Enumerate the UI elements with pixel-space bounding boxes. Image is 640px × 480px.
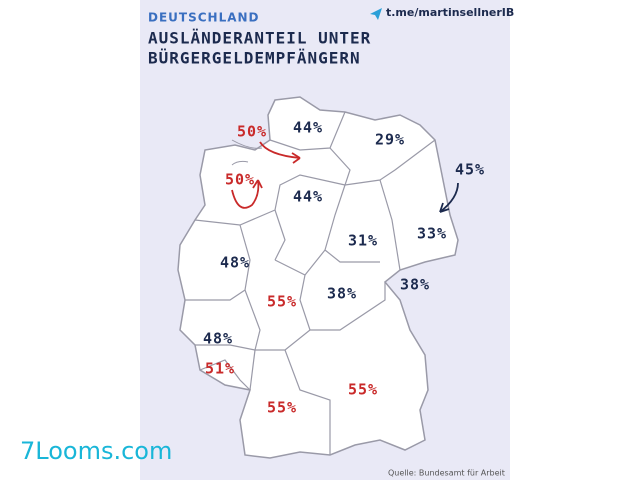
region-share: 29% bbox=[375, 131, 405, 149]
header: DEUTSCHLAND bbox=[148, 11, 260, 25]
region-share: 38% bbox=[400, 276, 430, 294]
region-share: 48% bbox=[220, 254, 250, 272]
region-labels: 50% 44% 29% 45% 50% 44% 31% 33% 48% 55% 38% 38% 48% 5… bbox=[203, 119, 485, 417]
region-share: 38% bbox=[327, 285, 357, 303]
title-line: AUSLÄNDERANTEIL UNTER bbox=[148, 29, 371, 48]
germany-map bbox=[177, 96, 459, 459]
telegram-icon bbox=[370, 8, 382, 20]
country-outline bbox=[177, 96, 459, 459]
source: Quelle: Bundesamt für Arbeit bbox=[388, 469, 505, 478]
region-share: 44% bbox=[293, 119, 323, 137]
coastline-detail bbox=[231, 139, 263, 166]
region-share: 51% bbox=[205, 360, 235, 378]
arrowhead bbox=[439, 202, 450, 213]
arrowhead bbox=[291, 152, 301, 164]
region-share: 44% bbox=[293, 188, 323, 206]
arrow bbox=[439, 182, 459, 213]
arrow bbox=[259, 141, 301, 159]
region-share: 48% bbox=[203, 330, 233, 348]
region-share: 45% bbox=[455, 161, 485, 179]
watermark: 7Looms.com bbox=[20, 437, 172, 465]
arrow bbox=[231, 179, 260, 209]
region-share: 50% bbox=[237, 123, 267, 141]
region-share: 55% bbox=[267, 293, 297, 311]
region-share: 55% bbox=[267, 399, 297, 417]
region-share: 31% bbox=[348, 232, 378, 250]
region-share: 50% bbox=[225, 171, 255, 189]
channel-handle: t.me/martinsellnerIB bbox=[386, 6, 514, 19]
title-line: BÜRGERGELDEMPFÄNGERN bbox=[148, 49, 361, 68]
arrowhead bbox=[252, 179, 263, 189]
state-borders bbox=[185, 111, 436, 455]
region-share: 33% bbox=[417, 225, 447, 243]
arrows bbox=[231, 141, 459, 213]
region-share: 55% bbox=[348, 381, 378, 399]
